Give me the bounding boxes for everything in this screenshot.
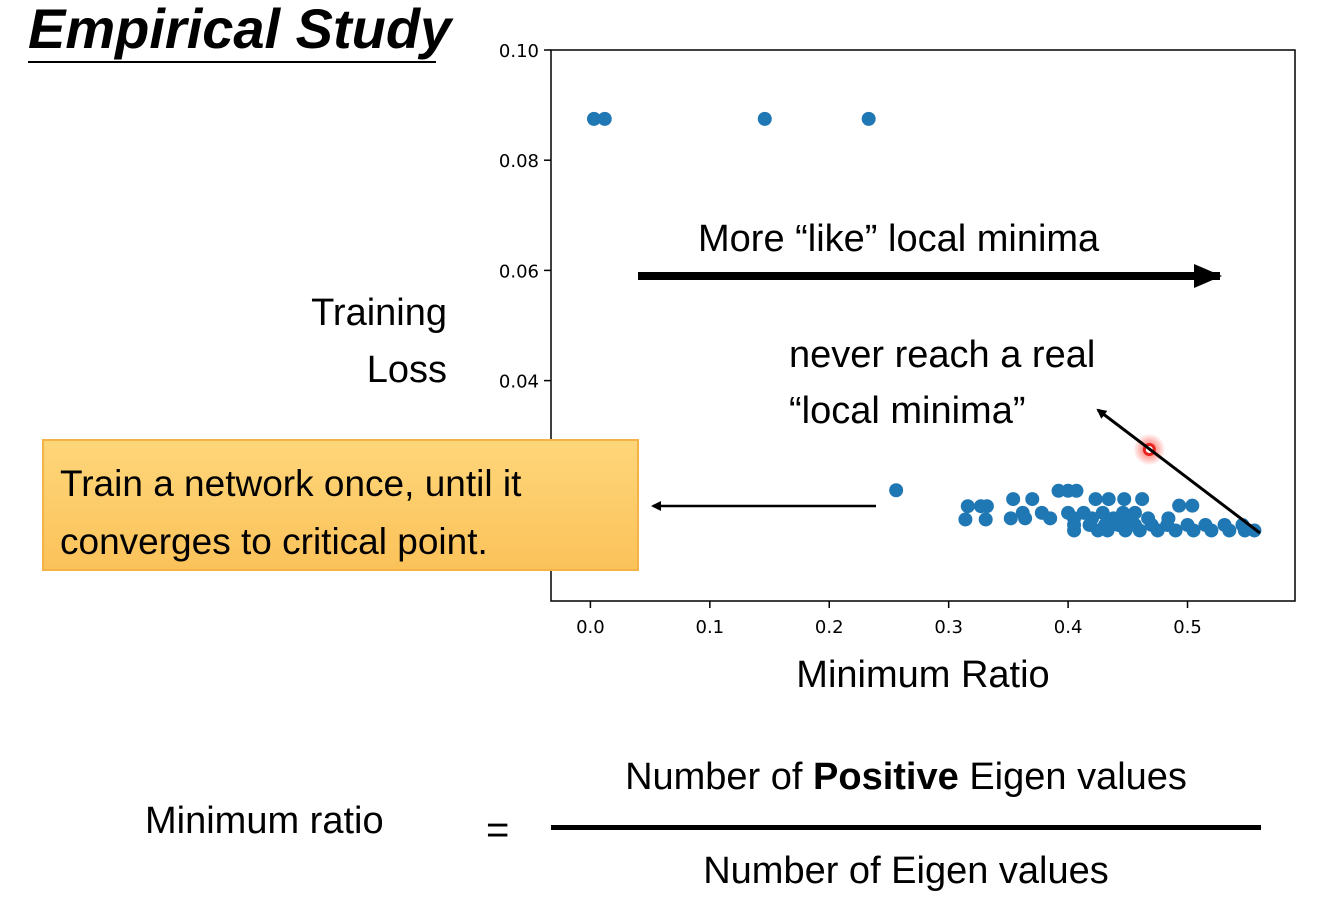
numerator-pre: Number of xyxy=(625,756,814,798)
fraction-line xyxy=(551,825,1261,830)
data-point xyxy=(1025,492,1040,507)
data-point xyxy=(1088,492,1103,507)
note-line2: “local minima” xyxy=(789,390,1026,432)
x-tick-label: 0.2 xyxy=(815,617,844,638)
y-tick-label: 0.08 xyxy=(499,151,539,172)
data-point xyxy=(757,111,772,126)
formula-numerator: Number of Positive Eigen values xyxy=(551,756,1261,799)
data-point xyxy=(1222,523,1237,538)
data-point xyxy=(1100,523,1115,538)
callout-box: Train a network once, until it converges… xyxy=(42,439,639,571)
data-point xyxy=(1069,483,1084,498)
numerator-post: Eigen values xyxy=(958,756,1187,798)
data-point xyxy=(1118,523,1133,538)
x-tick-label: 0.5 xyxy=(1173,617,1202,638)
x-axis: 0.0 0.1 0.2 0.3 0.4 0.5 xyxy=(576,601,1202,638)
data-point xyxy=(1168,523,1183,538)
data-point xyxy=(597,111,612,126)
data-point xyxy=(1043,511,1058,526)
x-tick-label: 0.0 xyxy=(576,617,605,638)
data-point xyxy=(889,483,904,498)
y-tick-label: 0.10 xyxy=(499,41,539,62)
data-point xyxy=(1135,492,1150,507)
data-point xyxy=(978,512,993,527)
data-point xyxy=(586,111,601,126)
y-tick-label: 0.04 xyxy=(499,372,539,393)
data-point xyxy=(1095,505,1110,520)
data-point xyxy=(979,499,994,514)
data-point xyxy=(1185,498,1200,513)
numerator-bold: Positive xyxy=(813,756,959,798)
data-point xyxy=(1006,492,1021,507)
formula-lhs: Minimum ratio xyxy=(145,800,384,842)
title-underline xyxy=(28,61,436,63)
x-tick-label: 0.3 xyxy=(934,617,963,638)
x-tick-label: 0.4 xyxy=(1054,617,1083,638)
x-axis-label: Minimum Ratio xyxy=(796,654,1049,696)
data-point xyxy=(1150,523,1165,538)
note-line1: never reach a real xyxy=(789,334,1096,376)
data-point xyxy=(1003,511,1018,526)
data-points xyxy=(586,111,1262,538)
plot-frame xyxy=(550,49,1296,602)
data-point xyxy=(1172,498,1187,513)
data-point xyxy=(1132,523,1147,538)
y-tick-label: 0.06 xyxy=(499,261,539,282)
callout-line2: converges to critical point. xyxy=(60,521,488,562)
data-point xyxy=(960,499,975,514)
data-point xyxy=(958,512,973,527)
y-axis-label-line1: Training xyxy=(311,292,447,334)
callout-line1: Train a network once, until it xyxy=(60,463,522,504)
data-point xyxy=(1117,492,1132,507)
data-point xyxy=(1204,523,1219,538)
note-arrow xyxy=(1096,408,1261,535)
data-point xyxy=(1018,511,1033,526)
y-axis: 0.04 0.06 0.08 0.10 xyxy=(499,41,551,393)
formula-equals: = xyxy=(486,808,510,852)
y-axis-label-line2: Loss xyxy=(366,349,447,391)
data-point xyxy=(861,111,876,126)
formula-denominator: Number of Eigen values xyxy=(703,850,1109,892)
data-point xyxy=(1101,492,1116,507)
data-point xyxy=(1067,523,1082,538)
data-point xyxy=(1186,523,1201,538)
x-tick-label: 0.1 xyxy=(696,617,725,638)
trend-note: More “like” local minima xyxy=(698,218,1100,260)
slide-title: Empirical Study xyxy=(28,0,452,60)
